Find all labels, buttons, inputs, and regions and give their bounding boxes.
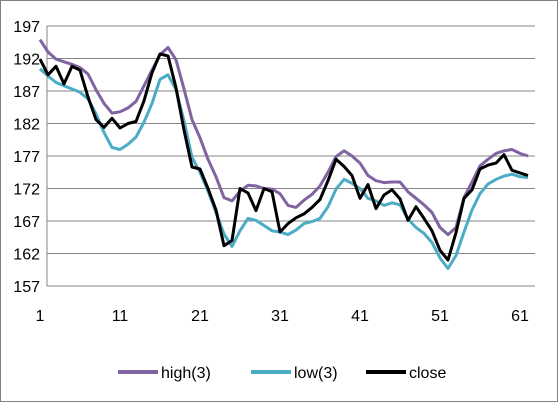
- y-tick-label: 157: [13, 279, 40, 296]
- x-tick-labels: 1 11 21 31 41 51 61: [36, 308, 529, 325]
- x-tick-label: 11: [112, 308, 129, 325]
- series-line-low-3: [39, 67, 529, 270]
- axes: [46, 26, 535, 287]
- y-tick-label: 187: [13, 84, 40, 101]
- y-tick-label: 192: [13, 52, 40, 69]
- legend: high(3) low(3) close: [118, 365, 446, 382]
- y-tick-label: 172: [13, 182, 40, 199]
- series-lines: [38, 38, 529, 270]
- x-tick-label: 21: [191, 308, 209, 325]
- y-tick-label: 162: [13, 247, 40, 264]
- legend-label: high(3): [161, 365, 211, 382]
- y-tick-label: 167: [13, 214, 40, 231]
- x-tick-label: 61: [511, 308, 529, 325]
- x-tick-label: 41: [351, 308, 369, 325]
- y-tick-labels: 157 162 167 172 177 182 187 192 197: [13, 19, 40, 296]
- gridlines: [47, 25, 535, 254]
- legend-label: close: [409, 365, 446, 382]
- series-line-high-3: [38, 38, 529, 237]
- x-tick-label: 31: [271, 308, 289, 325]
- x-tick-label: 51: [431, 308, 449, 325]
- y-tick-label: 182: [13, 117, 40, 134]
- y-tick-label: 177: [13, 149, 40, 166]
- series-line-close: [38, 52, 529, 262]
- legend-label: low(3): [294, 365, 338, 382]
- x-tick-label: 1: [36, 308, 45, 325]
- y-tick-label: 197: [13, 19, 40, 36]
